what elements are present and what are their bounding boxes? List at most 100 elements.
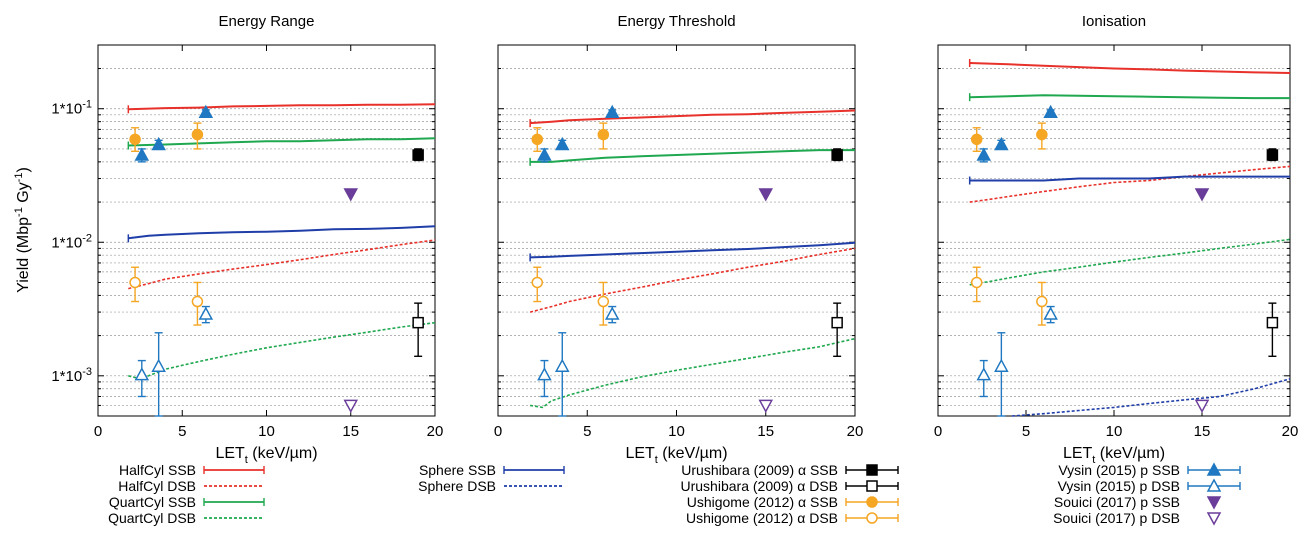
series-halfcyl-dsb: [969, 165, 1291, 203]
point-vysin-dsb: [976, 367, 992, 381]
legend-label: Vysin (2015) p DSB: [1058, 478, 1180, 494]
grid-lines: [498, 68, 855, 417]
legend-label: Vysin (2015) p SSB: [1058, 462, 1180, 478]
plot-frame: [937, 44, 1291, 417]
experimental-points: [129, 104, 424, 417]
legend-marker: [866, 512, 878, 524]
point-ushigome-ssb: [597, 128, 610, 141]
series-halfcyl-ssb: [128, 103, 436, 111]
plot-frame: [497, 44, 856, 417]
point-urushibara-ssb: [831, 149, 843, 161]
series-quartcyl-ssb: [530, 149, 855, 163]
x-tick-label: 15: [1194, 423, 1211, 440]
y-tick-label: 1*10-3: [51, 366, 92, 385]
panel-energy-range: Energy Range 0 5 10 15 20 1*10-3 1*10-2 1*10-1 LE…: [51, 13, 443, 466]
x-axis-label: LETt (keV/µm): [1063, 445, 1165, 466]
point-ushigome-ssb: [1036, 128, 1048, 141]
y-tick-label: 1*10-1: [51, 99, 92, 118]
series-quartcyl-dsb: [529, 337, 856, 409]
legend-marker: [866, 496, 878, 508]
legend-marker: [1206, 462, 1222, 476]
point-vysin-dsb: [151, 358, 166, 372]
x-tick-label: 10: [258, 423, 275, 440]
point-vysin-ssb: [198, 104, 214, 119]
legend-label: Urushibara (2009) α SSB: [681, 462, 838, 478]
legend-label: Sphere SSB: [419, 462, 496, 478]
point-souici-dsb: [1194, 399, 1210, 413]
legend-label: QuartCyl SSB: [109, 494, 196, 510]
panel-title: Energy Range: [219, 13, 315, 30]
x-tick-label: 5: [583, 423, 591, 440]
point-vysin-dsb: [604, 306, 620, 320]
series-quartcyl-ssb: [969, 94, 1290, 100]
legend-marker: [866, 464, 878, 476]
series-quartcyl-ssb: [128, 137, 436, 147]
point-vysin-ssb: [554, 136, 570, 151]
series-quartcyl-dsb: [969, 238, 1291, 286]
point-ushigome-ssb: [129, 133, 141, 146]
experimental-points: [531, 104, 843, 417]
plot-frame: [97, 44, 436, 417]
series-halfcyl-dsb: [128, 239, 436, 290]
point-ushigome-dsb: [597, 295, 610, 308]
series-halfcyl-ssb: [969, 62, 1291, 74]
point-urushibara-ssb: [412, 149, 424, 161]
y-tick-label: 1*10-2: [51, 232, 92, 251]
legend-marker: [1206, 478, 1222, 492]
x-tick-label: 5: [1022, 423, 1030, 440]
x-tick-label: 0: [934, 423, 942, 440]
legend-marker: [866, 480, 878, 492]
point-vysin-dsb: [554, 358, 570, 372]
point-urushibara-dsb: [412, 316, 424, 329]
x-tick-label: 5: [178, 423, 186, 440]
point-souici-dsb: [758, 399, 774, 413]
point-vysin-ssb: [994, 136, 1009, 151]
panel-ionisation: Ionisation 0 5 10 15 20 LETt (keV/µm): [934, 13, 1299, 466]
point-ushigome-dsb: [970, 276, 983, 289]
legend-label: QuartCyl DSB: [108, 510, 196, 526]
grid-lines: [938, 68, 1290, 417]
model-series: [127, 103, 436, 380]
legend-marker: [1206, 512, 1222, 526]
point-souici-ssb: [758, 188, 774, 202]
x-tick-label: 10: [668, 423, 685, 440]
point-vysin-dsb: [134, 367, 150, 381]
series-halfcyl-dsb: [529, 247, 856, 313]
x-tick-label: 0: [94, 423, 102, 440]
legend-label: HalfCyl DSB: [118, 478, 196, 494]
legend-label: Souici (2017) p SSB: [1054, 494, 1180, 510]
point-vysin-ssb: [604, 104, 620, 119]
legend-label: HalfCyl SSB: [119, 462, 196, 478]
x-tick-label: 20: [427, 423, 444, 440]
point-vysin-ssb: [976, 147, 992, 161]
legend-label: Ushigome (2012) α DSB: [686, 510, 838, 526]
x-tick-label: 10: [1106, 423, 1123, 440]
series-sphere-dsb: [1011, 378, 1291, 417]
point-souici-ssb: [1194, 188, 1210, 202]
point-urushibara-dsb: [831, 316, 843, 329]
x-tick-label: 15: [342, 423, 359, 440]
point-vysin-dsb: [994, 358, 1009, 372]
point-vysin-ssb: [134, 147, 150, 161]
series-sphere-ssb: [530, 241, 856, 259]
point-vysin-ssb: [537, 147, 552, 161]
point-ushigome-dsb: [1036, 295, 1048, 308]
legend-label: Urushibara (2009) α DSB: [681, 478, 839, 494]
point-ushigome-ssb: [191, 128, 204, 141]
x-tick-label: 15: [757, 423, 774, 440]
point-ushigome-dsb: [191, 295, 204, 308]
series-sphere-ssb: [969, 175, 1290, 182]
point-vysin-dsb: [198, 306, 214, 320]
grid-lines: [98, 68, 435, 417]
point-souici-ssb: [343, 188, 359, 202]
legend-label: Ushigome (2012) α SSB: [687, 494, 838, 510]
panel-energy-threshold: Energy Threshold 0 5 10 15 20 LETt (keV/µm): [494, 13, 864, 466]
panel-title: Ionisation: [1082, 13, 1146, 30]
x-tick-label: 20: [847, 423, 864, 440]
model-series: [968, 58, 1291, 417]
point-urushibara-ssb: [1266, 149, 1279, 161]
x-axis-label: LETt (keV/µm): [215, 445, 317, 466]
point-vysin-dsb: [1043, 306, 1058, 320]
